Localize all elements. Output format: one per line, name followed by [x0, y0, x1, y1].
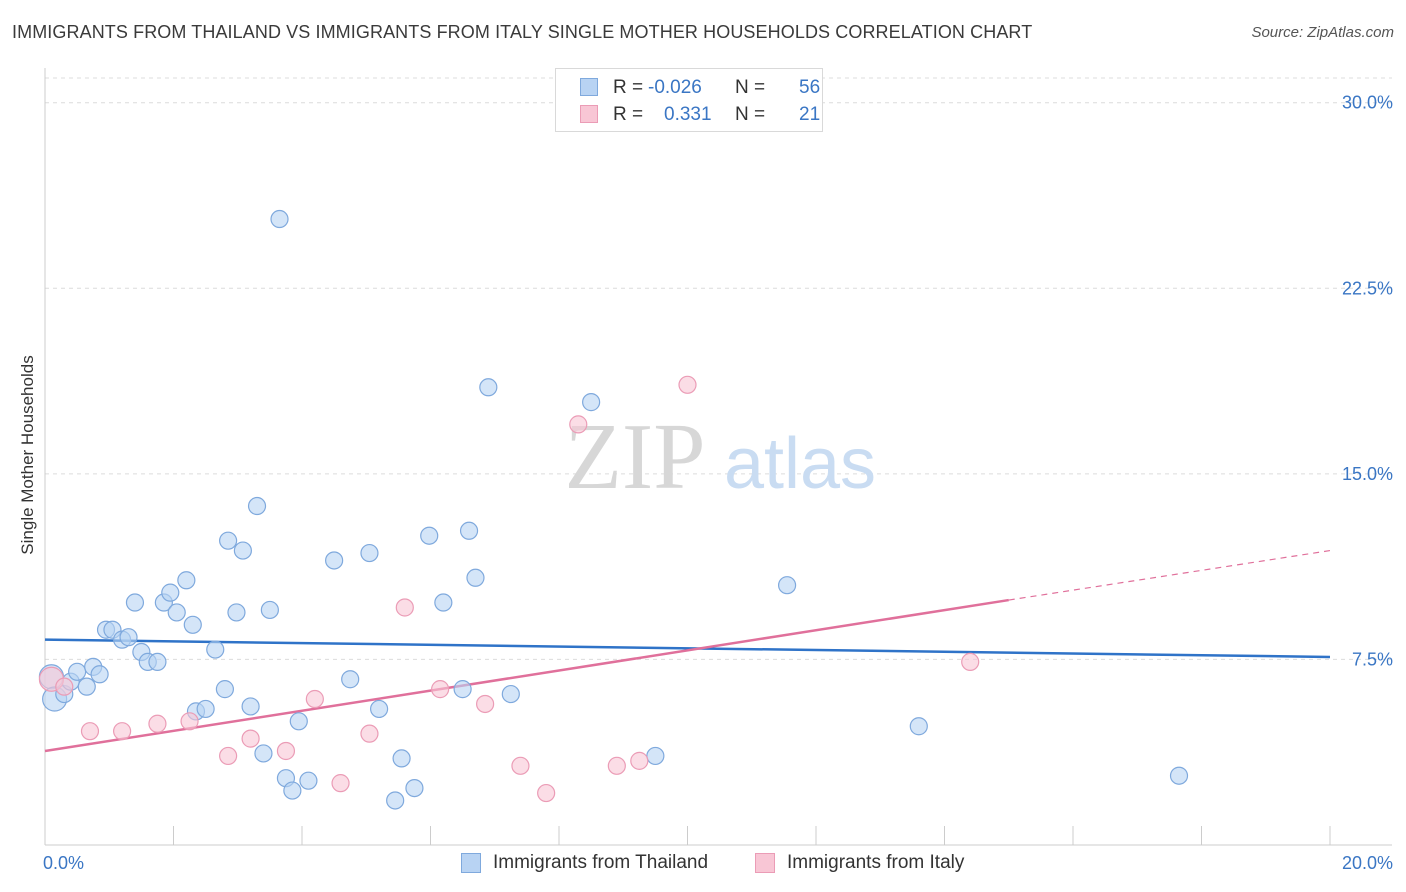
point-thailand [167, 603, 186, 622]
point-italy [395, 598, 414, 617]
point-thailand [434, 593, 453, 612]
point-thailand [453, 680, 472, 699]
r-label: R = [613, 77, 644, 98]
x-tick-label-start: 0.0% [43, 853, 84, 873]
x-tick-label-end: 20.0% [1342, 853, 1393, 873]
point-thailand [215, 680, 234, 699]
point-thailand [289, 712, 308, 731]
trend-line-italy-extension [1008, 549, 1331, 601]
point-thailand [386, 791, 405, 810]
point-thailand [582, 393, 601, 412]
point-italy [241, 729, 260, 748]
point-italy [961, 652, 980, 672]
point-italy [678, 375, 697, 394]
point-thailand [392, 749, 411, 768]
point-italy [148, 714, 167, 733]
data-points [38, 209, 1189, 810]
point-thailand [241, 697, 260, 716]
r-value: -0.026 [648, 77, 702, 98]
point-thailand [299, 771, 318, 790]
point-italy [360, 724, 379, 743]
point-thailand [161, 583, 180, 602]
point-thailand [479, 378, 498, 397]
point-italy [569, 415, 588, 434]
point-thailand [405, 778, 424, 798]
tick-labels: 7.5% 15.0% 22.5% 30.0% 0.0% 20.0% [43, 93, 1393, 873]
point-italy [511, 756, 530, 775]
trend-line-thailand [44, 638, 1331, 659]
r-value: 0.331 [664, 104, 712, 125]
axes [44, 68, 1392, 846]
r-label: R = [613, 104, 644, 125]
point-thailand [227, 603, 246, 622]
point-italy [431, 680, 450, 699]
point-thailand [341, 670, 360, 689]
point-italy [331, 774, 350, 793]
point-italy [630, 751, 649, 770]
point-thailand [68, 662, 87, 681]
gridlines [45, 77, 1392, 660]
point-thailand [254, 744, 273, 763]
n-label: N = [735, 104, 766, 125]
point-thailand [270, 209, 289, 229]
point-thailand [125, 593, 145, 612]
n-value: 56 [799, 77, 821, 98]
point-thailand [1169, 766, 1189, 785]
watermark-atlas: atlas [724, 424, 876, 504]
point-thailand [466, 568, 485, 587]
point-thailand [646, 746, 665, 766]
point-thailand [325, 551, 344, 570]
point-thailand [148, 652, 167, 672]
chart-title: IMMIGRANTS FROM THAILAND VS IMMIGRANTS F… [12, 22, 1033, 42]
point-thailand [777, 576, 797, 595]
point-thailand [459, 521, 479, 540]
italy-swatch [755, 853, 775, 873]
point-thailand [219, 531, 238, 550]
n-value: 21 [799, 104, 821, 125]
point-thailand [909, 717, 928, 736]
point-italy [607, 756, 626, 775]
point-thailand [77, 677, 96, 696]
point-thailand [260, 600, 279, 620]
point-italy [55, 677, 74, 696]
legend-italy-label: Immigrants from Italy [787, 852, 965, 873]
point-thailand [196, 699, 215, 719]
point-thailand [119, 628, 138, 647]
n-label: N = [735, 77, 766, 98]
watermark-zip: ZIP [565, 405, 706, 509]
point-thailand [420, 526, 439, 545]
point-italy [112, 722, 132, 741]
y-tick-label: 15.0% [1342, 464, 1393, 484]
correlation-legend: R = -0.026 N = 56 R = 0.331 N = 21 [555, 68, 823, 132]
point-thailand [501, 684, 520, 704]
point-italy [80, 722, 100, 741]
trend-line-italy [44, 598, 1009, 753]
y-tick-label: 30.0% [1342, 93, 1393, 113]
point-italy [276, 741, 296, 761]
point-italy [180, 712, 199, 731]
point-thailand [206, 640, 225, 659]
trend-lines [44, 549, 1331, 753]
y-tick-label: 22.5% [1342, 278, 1393, 298]
watermark: ZIP atlas [565, 405, 877, 509]
thailand-swatch [461, 853, 481, 873]
point-thailand [177, 571, 196, 590]
legend-thailand-label: Immigrants from Thailand [493, 852, 709, 873]
point-italy [219, 746, 238, 766]
point-thailand [233, 541, 252, 560]
italy-swatch [580, 105, 598, 123]
point-thailand [90, 665, 109, 684]
point-thailand [283, 781, 302, 800]
point-italy [305, 689, 324, 709]
y-tick-label: 7.5% [1352, 649, 1393, 669]
thailand-swatch [580, 78, 598, 96]
point-thailand [370, 699, 389, 719]
source-label: Source: ZipAtlas.com [1251, 24, 1394, 41]
point-thailand [183, 615, 202, 634]
point-italy [476, 694, 495, 714]
point-thailand [360, 543, 379, 563]
point-italy [537, 783, 556, 803]
point-thailand [247, 496, 267, 516]
